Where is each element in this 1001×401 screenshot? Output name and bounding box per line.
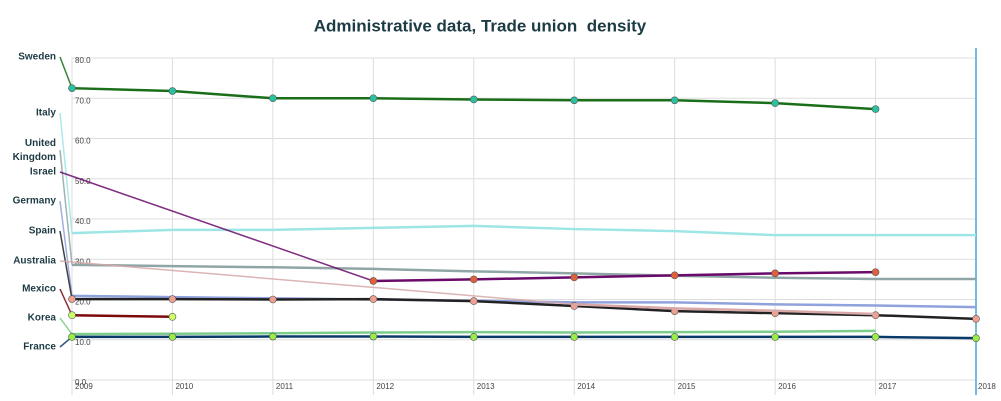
- series-label: France: [23, 342, 56, 353]
- data-point: [469, 297, 478, 305]
- label-connector: [59, 56, 73, 89]
- data-point: [68, 333, 76, 341]
- data-point: [570, 96, 579, 105]
- x-tick-label: 2017: [879, 382, 897, 391]
- data-point: [771, 333, 779, 341]
- data-point: [871, 268, 880, 276]
- data-point: [871, 105, 880, 113]
- series-label: Korea: [28, 313, 57, 324]
- series-label: Sweden: [18, 52, 56, 63]
- x-tick-label: 2014: [577, 382, 595, 391]
- data-point: [972, 315, 980, 323]
- data-point: [168, 295, 177, 303]
- y-tick-label: 50.0: [75, 177, 91, 186]
- x-tick-label: 2018: [978, 382, 996, 391]
- x-tick-label: 2011: [276, 382, 294, 391]
- x-tick-label: 2013: [477, 382, 495, 391]
- data-point: [771, 269, 779, 278]
- chart-title: Administrative data, Trade union density: [314, 16, 647, 35]
- data-point: [972, 334, 980, 342]
- label-connector: [59, 200, 73, 296]
- data-point: [369, 332, 378, 341]
- series-line: [72, 335, 977, 340]
- y-tick-label: 30.0: [75, 257, 91, 266]
- series-label: Israel: [30, 167, 56, 178]
- series-line: [71, 313, 173, 319]
- series-line: [71, 294, 977, 309]
- series-label: United Kingdom: [13, 138, 56, 163]
- series-line: [574, 303, 876, 316]
- y-tick-label: 20.0: [75, 298, 91, 307]
- data-point: [269, 94, 277, 103]
- data-point: [670, 271, 679, 280]
- x-tick-label: 2016: [778, 382, 796, 391]
- series-line: [71, 329, 876, 336]
- x-tick-label: 2012: [376, 382, 394, 391]
- data-point: [269, 295, 277, 304]
- data-point: [168, 313, 177, 321]
- data-point: [670, 96, 679, 105]
- data-point: [871, 333, 880, 341]
- data-point: [369, 277, 378, 285]
- series-line: [72, 297, 977, 321]
- data-point: [68, 84, 76, 92]
- data-point: [168, 333, 177, 341]
- data-point: [570, 333, 579, 341]
- data-point: [469, 95, 478, 104]
- x-tick-label: 2010: [175, 382, 193, 391]
- series-label: Germany: [13, 196, 57, 207]
- data-point: [771, 99, 779, 107]
- data-point: [68, 295, 76, 303]
- label-connector: [59, 149, 73, 265]
- data-point: [369, 295, 378, 303]
- data-point: [469, 275, 478, 284]
- series-line: [71, 263, 976, 281]
- series-label: Spain: [29, 226, 56, 237]
- data-point: [670, 333, 679, 341]
- y-tick-label: 80.0: [75, 56, 91, 65]
- y-tick-label: 70.0: [75, 96, 91, 105]
- label-connector: [59, 260, 575, 306]
- y-tick-label: 40.0: [75, 217, 91, 226]
- series-line: [71, 224, 976, 237]
- y-tick-label: 0.0: [75, 378, 87, 387]
- data-point: [570, 273, 579, 282]
- label-connector: [59, 230, 73, 300]
- data-point: [269, 332, 277, 341]
- series-line: [373, 270, 876, 283]
- x-tick-label: 2015: [678, 382, 696, 391]
- data-point: [68, 311, 76, 319]
- data-point: [369, 94, 378, 103]
- data-point: [469, 333, 478, 341]
- label-connector: [59, 171, 374, 282]
- label-connector: [59, 112, 73, 234]
- data-point: [168, 87, 177, 95]
- series-label: Italy: [36, 108, 56, 119]
- y-tick-label: 60.0: [75, 137, 91, 146]
- y-tick-label: 10.0: [75, 338, 91, 347]
- label-connector: [59, 317, 73, 335]
- series-label: Australia: [13, 256, 56, 267]
- x-tick-label: 2009: [75, 382, 93, 391]
- series-label: Mexico: [22, 284, 56, 295]
- label-connector: [59, 288, 73, 316]
